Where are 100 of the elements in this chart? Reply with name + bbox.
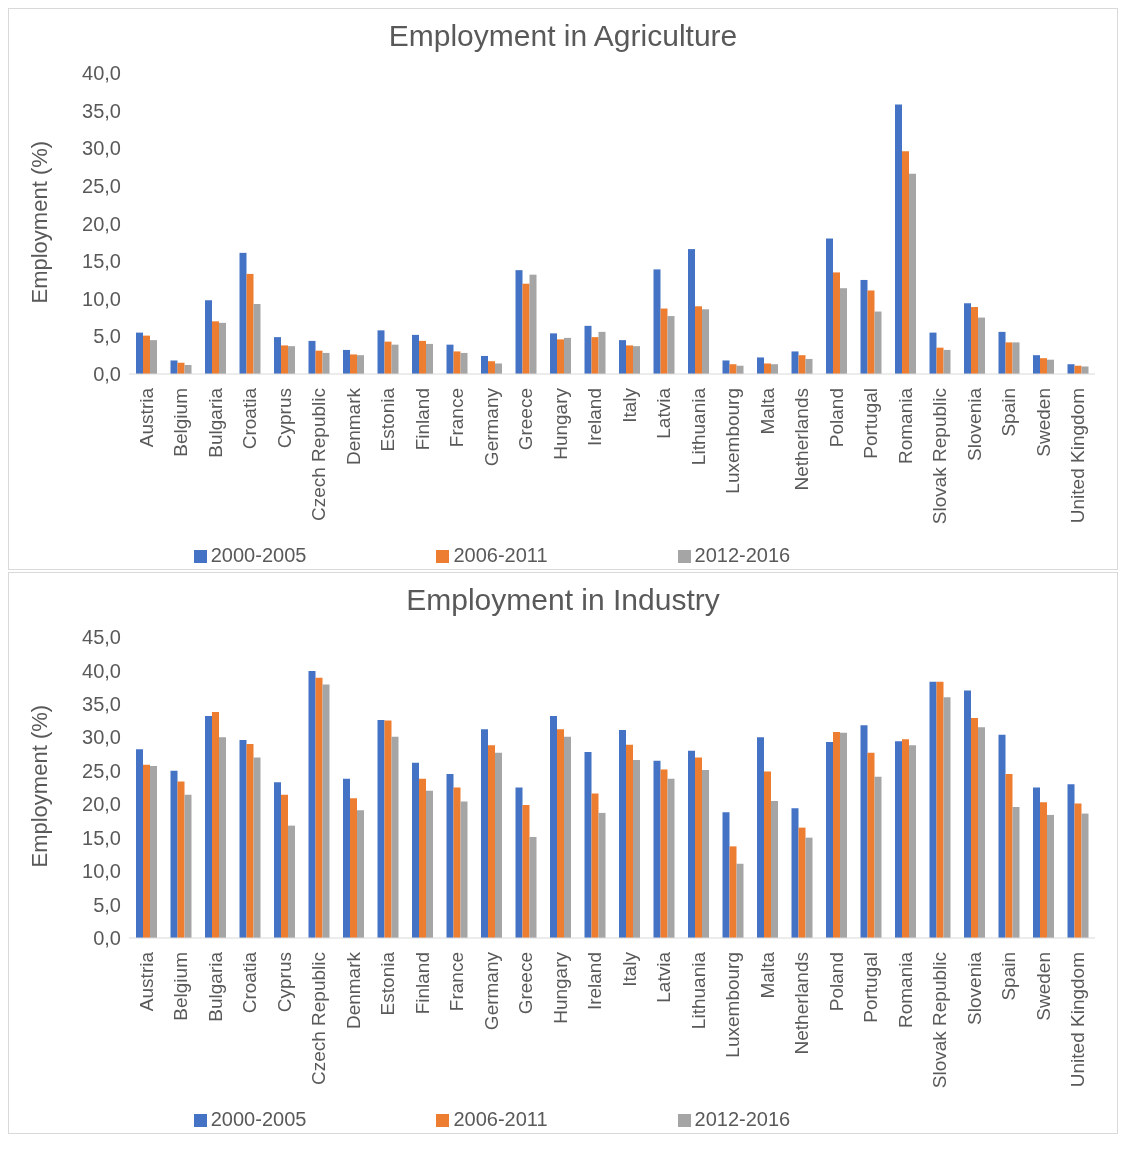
bar: [964, 303, 971, 374]
x-tick-label: Hungary: [549, 387, 571, 460]
bar: [695, 306, 702, 374]
bar: [170, 770, 178, 938]
bar: [1005, 342, 1013, 374]
bar: [667, 316, 675, 374]
bar: [377, 330, 385, 374]
bar: [143, 764, 150, 938]
bar: [177, 781, 185, 938]
x-tick-label: United Kingdom: [1067, 952, 1089, 1088]
bar: [764, 363, 771, 374]
bar: [515, 270, 523, 374]
bar: [446, 344, 454, 374]
chart-title: Employment in Industry: [405, 582, 721, 618]
bar: [522, 804, 530, 938]
bar: [557, 339, 564, 374]
y-tick-label: 25,0: [82, 759, 121, 782]
bar: [219, 322, 226, 374]
x-tick-label: Greece: [515, 952, 537, 1015]
x-tick-label: Netherlands: [791, 952, 813, 1055]
bar: [598, 812, 606, 938]
bar: [936, 347, 944, 374]
x-tick-label: Romania: [894, 951, 916, 1029]
bar: [764, 771, 771, 938]
x-tick-label: Netherlands: [791, 388, 813, 491]
bar: [702, 309, 709, 374]
bar: [488, 745, 495, 938]
bar: [184, 794, 192, 938]
bar: [460, 352, 468, 374]
bar: [274, 337, 281, 374]
x-tick-label: Romania: [894, 387, 916, 465]
y-tick-label: 25,0: [82, 174, 121, 197]
bar: [1074, 803, 1082, 938]
bar: [239, 252, 247, 374]
x-tick-label: Spain: [998, 952, 1020, 1001]
bar: [350, 354, 357, 374]
bar: [136, 332, 143, 374]
bar: [315, 350, 323, 374]
bar: [660, 769, 668, 938]
bar: [481, 355, 488, 374]
bar: [798, 355, 806, 374]
legend-label: 2006-2011: [453, 544, 548, 566]
bar: [867, 752, 875, 938]
bar: [874, 311, 882, 374]
bar: [695, 757, 702, 938]
x-tick-label: Bulgaria: [204, 951, 226, 1022]
bar: [170, 360, 178, 374]
bar: [322, 684, 330, 938]
bar: [219, 737, 226, 938]
x-tick-label: Croatia: [239, 387, 261, 450]
bar: [357, 355, 364, 374]
bar: [584, 325, 592, 374]
x-tick-label: Portugal: [860, 952, 882, 1023]
bar: [998, 734, 1006, 938]
x-tick-label: Ireland: [584, 388, 606, 447]
bar: [633, 346, 640, 374]
y-tick-label: 35,0: [82, 99, 121, 122]
legend-label: 2000-2005: [210, 1108, 307, 1130]
bar: [150, 766, 157, 938]
x-tick-label: Denmark: [342, 387, 364, 466]
bar: [308, 671, 316, 938]
bar: [653, 760, 661, 938]
bar: [805, 358, 813, 374]
bar: [308, 340, 316, 374]
x-tick-label: Denmark: [342, 951, 364, 1030]
y-tick-label: 20,0: [82, 793, 121, 816]
bar: [1033, 787, 1040, 938]
bar: [633, 760, 640, 938]
bar: [377, 719, 385, 938]
bar: [860, 279, 868, 374]
bar: [419, 340, 426, 374]
y-tick-label: 40,0: [82, 659, 121, 682]
bar: [557, 729, 564, 938]
bar: [205, 715, 212, 938]
y-axis-title: Employment (%): [26, 140, 52, 304]
x-tick-label: Latvia: [653, 951, 675, 1003]
x-tick-label: Poland: [825, 388, 847, 448]
bar: [481, 729, 488, 938]
bar: [660, 308, 668, 374]
bar: [867, 290, 875, 374]
x-tick-label: Czech Republic: [308, 388, 330, 522]
bar: [460, 801, 468, 938]
y-axis-title: Employment (%): [26, 704, 52, 868]
bar: [239, 740, 247, 938]
bar: [522, 283, 530, 374]
bar: [936, 681, 944, 938]
bar: [626, 345, 633, 374]
bar: [495, 363, 502, 374]
bar: [722, 360, 730, 374]
bar: [1067, 364, 1075, 374]
x-tick-label: France: [446, 952, 468, 1012]
y-tick-label: 40,0: [82, 62, 121, 85]
bar: [653, 269, 661, 374]
bar: [515, 787, 523, 938]
bar: [281, 345, 288, 374]
bar: [591, 337, 599, 374]
bar: [702, 770, 709, 938]
bar: [343, 349, 350, 374]
bar: [688, 750, 695, 938]
bar: [722, 812, 730, 938]
